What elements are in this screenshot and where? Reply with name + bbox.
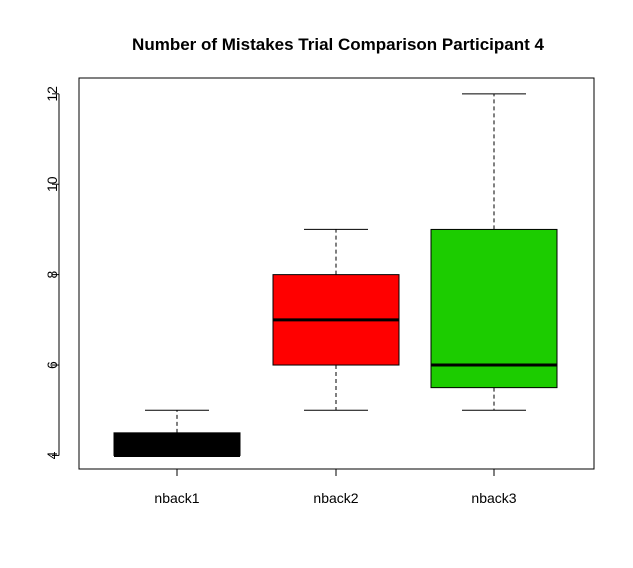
boxes (113, 93, 558, 457)
box-body-nback3 (430, 228, 558, 389)
x-axis: nback1 nback2 nback3 (154, 468, 517, 506)
box-nback1 (113, 409, 241, 457)
box-nback2 (272, 228, 400, 411)
x-tick-label-nback2: nback2 (313, 490, 358, 506)
x-tick-label-nback1: nback1 (154, 490, 199, 506)
box-nback3 (430, 93, 558, 411)
y-tick-label-6: 6 (44, 361, 60, 369)
y-axis: 4 6 8 10 12 (44, 86, 60, 460)
chart-title: Number of Mistakes Trial Comparison Part… (132, 35, 544, 54)
box-body-nback1 (113, 432, 241, 456)
y-tick-label-4: 4 (44, 451, 60, 459)
y-tick-label-8: 8 (44, 271, 60, 279)
y-tick-label-12: 12 (44, 86, 60, 102)
x-tick-label-nback3: nback3 (471, 490, 516, 506)
y-tick-label-10: 10 (44, 176, 60, 192)
